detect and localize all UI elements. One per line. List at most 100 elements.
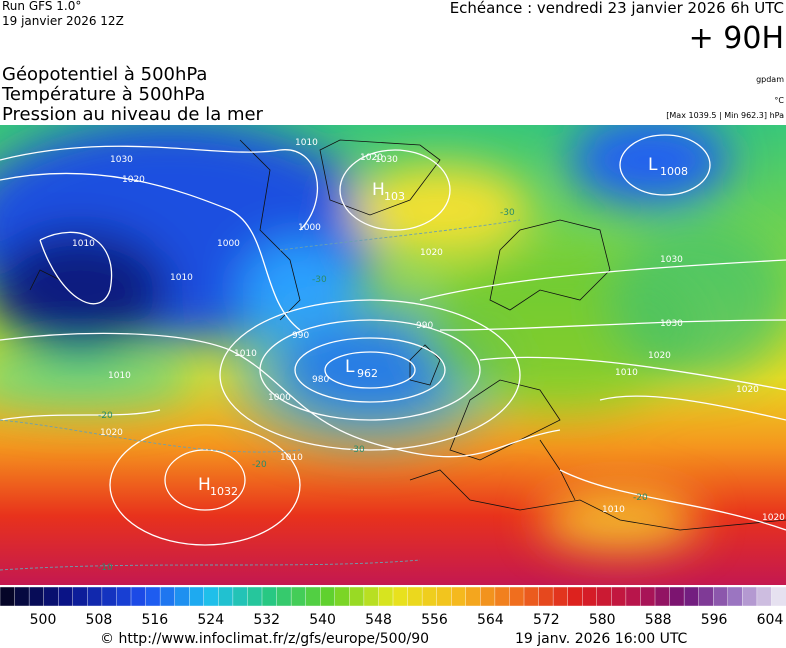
isotherm-label: -20	[633, 493, 648, 503]
scale-swatch	[640, 586, 656, 607]
source-url: © http://www.infoclimat.fr/z/gfs/europe/…	[100, 631, 429, 647]
isobar-label: 1000	[217, 239, 240, 249]
scale-swatch	[421, 586, 438, 607]
isobar-label: 1010	[602, 505, 625, 515]
title-pressure: Pression au niveau de la mer	[2, 104, 264, 125]
scale-swatch	[320, 586, 336, 607]
scale-swatch	[276, 586, 292, 607]
isobar-label: 1020	[122, 175, 145, 185]
scale-swatch	[0, 586, 16, 607]
scale-swatch	[203, 586, 219, 607]
isobar-label: 1020	[648, 351, 671, 361]
unit-hpa: [Max 1039.5 | Min 962.3] hPa	[666, 111, 784, 120]
isobar-label: 1010	[108, 371, 131, 381]
isobar-label: 1000	[268, 393, 291, 403]
scale-swatch	[654, 586, 671, 607]
scale-swatch	[378, 586, 394, 607]
scale-swatch	[596, 586, 612, 607]
scale-tick-label: 516	[141, 612, 168, 628]
scale-swatch	[247, 586, 263, 607]
scale-tick-label: 556	[421, 612, 448, 628]
isobar-label: 990	[416, 321, 433, 331]
scale-swatch	[480, 586, 496, 607]
isobar-label: 1020	[762, 513, 785, 523]
isobar-label: 1020	[360, 153, 383, 163]
scale-swatch	[116, 586, 132, 607]
coastlines	[29, 139, 786, 531]
isobar-label: 1010	[280, 453, 303, 463]
scale-swatch	[189, 586, 205, 607]
pressure-center-value: 103	[384, 190, 405, 203]
scale-swatch	[87, 586, 103, 607]
isobars	[0, 134, 786, 546]
scale-swatch	[159, 586, 176, 607]
scale-swatch	[174, 586, 190, 607]
scale-tick-label: 524	[197, 612, 224, 628]
isobar-label: 1030	[110, 155, 133, 165]
scale-swatch	[218, 586, 234, 607]
isobar-label: 1020	[736, 385, 759, 395]
scale-swatch	[305, 586, 321, 607]
isotherm-label: -10	[98, 563, 113, 573]
scale-swatch	[232, 586, 248, 607]
scale-swatch	[698, 586, 714, 607]
scale-swatch	[392, 586, 409, 607]
scale-swatch	[582, 586, 598, 607]
lead-time: + 90H	[689, 21, 784, 56]
scale-swatch	[509, 586, 525, 607]
scale-swatch	[28, 586, 45, 607]
pressure-center-value: 1032	[210, 485, 238, 498]
scale-swatch	[334, 586, 350, 607]
scale-tick-label: 596	[701, 612, 728, 628]
scale-swatch	[713, 586, 729, 607]
isotherm-label: -20	[252, 460, 267, 470]
isotherms	[0, 219, 521, 571]
scale-tick-label: 572	[533, 612, 560, 628]
scale-tick-label: 508	[86, 612, 113, 628]
isobar-label: 980	[312, 375, 329, 385]
isotherm-label: -30	[350, 445, 365, 455]
scale-tick-label: 500	[30, 612, 57, 628]
isobar-label: 1010	[72, 239, 95, 249]
generated-time: 19 janv. 2026 16:00 UTC	[515, 631, 688, 647]
scale-swatch	[261, 586, 278, 607]
scale-swatch	[145, 586, 161, 607]
scale-swatch	[43, 586, 59, 607]
run-date: 19 janvier 2026 12Z	[2, 14, 124, 28]
scale-swatch	[349, 586, 365, 607]
isobar-label: 1010	[295, 138, 318, 148]
pressure-center-letter: H	[198, 475, 211, 495]
scale-swatch	[552, 586, 569, 607]
scale-swatch	[494, 586, 510, 607]
color-scale	[0, 586, 786, 607]
isobar-label: 1020	[420, 248, 443, 258]
scale-swatch	[363, 586, 379, 607]
scale-tick-label: 532	[253, 612, 280, 628]
forecast-time: Echéance : vendredi 23 janvier 2026 6h U…	[450, 0, 784, 17]
isotherm-label: -20	[98, 411, 113, 421]
title-geopotential: Géopotentiel à 500hPa	[2, 64, 207, 85]
scale-swatch	[567, 586, 583, 607]
scale-swatch	[290, 586, 307, 607]
isobar-label: 1030	[660, 255, 683, 265]
isotherm-label: -30	[500, 208, 515, 218]
scale-swatch	[14, 586, 30, 607]
scale-swatch	[683, 586, 700, 607]
pressure-center-letter: L	[648, 155, 658, 175]
scale-swatch	[72, 586, 88, 607]
scale-tick-label: 540	[309, 612, 336, 628]
scale-swatch	[101, 586, 117, 607]
isobar-label: 1010	[170, 273, 193, 283]
scale-ticks: 500 508 516 524 532 540 548 556 564 572 580 588 596 6…	[30, 612, 784, 628]
scale-swatch	[523, 586, 540, 607]
scale-tick-label: 580	[589, 612, 616, 628]
scale-swatch	[771, 586, 786, 607]
pressure-center-value: 1008	[660, 165, 688, 178]
scale-swatch	[58, 586, 74, 607]
pressure-center-letter: H	[372, 180, 385, 200]
scale-swatch	[451, 586, 467, 607]
scale-swatch	[436, 586, 452, 607]
